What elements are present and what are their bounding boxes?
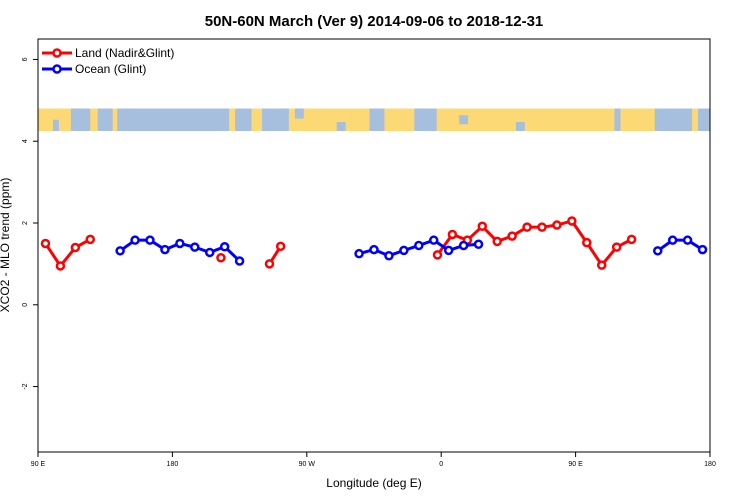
y-tick-label: 6 <box>22 57 29 61</box>
x-tick-label: 90 E <box>568 461 583 468</box>
data-point <box>384 250 394 261</box>
series-line <box>656 238 704 253</box>
data-point <box>55 261 66 271</box>
data-point <box>432 250 443 260</box>
data-point <box>190 242 200 252</box>
map-ocean <box>52 119 59 132</box>
legend-marker <box>52 48 62 58</box>
map-land <box>90 108 98 132</box>
data-point <box>697 244 708 255</box>
data-point <box>458 240 469 251</box>
data-point <box>428 235 439 245</box>
map-ocean <box>459 115 469 125</box>
data-point <box>175 238 185 249</box>
legend-label: Land (Nadir&Glint) <box>75 46 174 60</box>
legend: Land (Nadir&Glint) Ocean (Glint) <box>42 46 174 76</box>
map-ocean <box>680 113 691 132</box>
data-point <box>354 248 364 259</box>
data-point <box>234 256 245 266</box>
data-point <box>537 222 547 232</box>
data-point <box>682 235 693 245</box>
data-point <box>414 240 424 251</box>
data-point <box>204 247 215 258</box>
data-point <box>145 235 155 245</box>
data-point <box>552 220 562 230</box>
map-ocean <box>515 122 525 132</box>
data-point <box>216 253 226 263</box>
data-point <box>130 235 140 245</box>
data-point <box>667 235 678 245</box>
map-land <box>288 108 352 132</box>
data-point <box>522 222 532 232</box>
chart-title: 50N-60N March (Ver 9) 2014-09-06 to 2018… <box>205 13 544 30</box>
map-land <box>384 108 415 132</box>
data-point <box>85 234 96 245</box>
data-point <box>626 234 637 245</box>
data-point <box>115 246 125 256</box>
data-point <box>264 259 275 269</box>
data-point <box>473 239 484 250</box>
x-tick-label: 180 <box>704 461 716 468</box>
x-tick-label: 0 <box>439 461 443 468</box>
map-land <box>620 108 655 132</box>
map-land <box>112 108 118 132</box>
legend-marker <box>52 64 62 74</box>
axes: 90 E 180 90 W 0 90 E 180 6 4 2 0 -2 <box>22 57 716 468</box>
x-tick-label: 90 W <box>299 461 316 468</box>
series-line <box>44 238 91 269</box>
y-axis-label: XCO2 - MLO trend (ppm) <box>0 178 12 313</box>
series-ocean <box>115 235 708 266</box>
y-tick-label: -2 <box>22 383 29 389</box>
data-point <box>596 260 607 270</box>
x-tick-label: 90 E <box>31 461 46 468</box>
map-land <box>229 108 236 132</box>
y-tick-label: 2 <box>22 221 29 225</box>
map-land <box>351 108 370 132</box>
map-land <box>251 108 262 132</box>
data-point <box>492 236 502 247</box>
data-point <box>507 231 517 241</box>
map-ocean <box>336 122 346 132</box>
plot-frame <box>37 38 711 453</box>
world-map-band <box>38 108 710 132</box>
x-tick-label: 180 <box>167 461 179 468</box>
data-point <box>611 242 622 252</box>
map-land <box>497 108 615 132</box>
data-point <box>567 216 577 226</box>
data-point <box>443 245 454 256</box>
map-land <box>692 108 699 132</box>
data-point <box>160 244 170 255</box>
series-layer <box>40 216 708 271</box>
y-tick-label: 4 <box>22 139 29 143</box>
data-point <box>275 241 286 252</box>
data-point <box>70 242 81 253</box>
data-point <box>652 246 663 256</box>
data-point <box>582 237 592 248</box>
x-axis-label: Longitude (deg E) <box>326 476 421 490</box>
y-tick-label: 0 <box>22 303 29 307</box>
legend-label: Ocean (Glint) <box>75 62 146 76</box>
data-point <box>369 244 379 255</box>
data-point <box>40 238 51 249</box>
map-ocean <box>294 108 304 119</box>
data-point <box>399 245 409 256</box>
data-point <box>477 221 488 232</box>
data-point <box>219 241 230 252</box>
data-point <box>447 229 458 240</box>
